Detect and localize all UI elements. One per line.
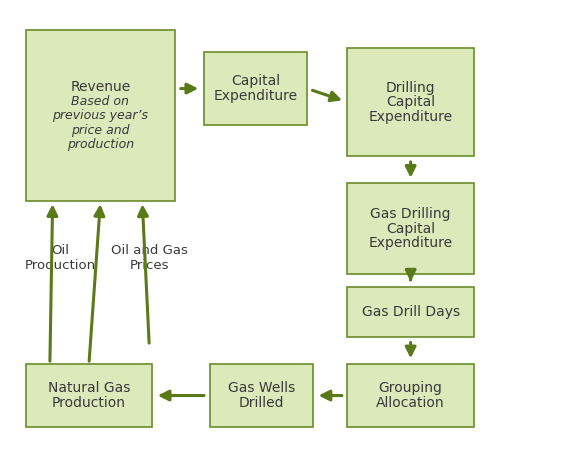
FancyBboxPatch shape (26, 30, 175, 202)
FancyBboxPatch shape (347, 48, 474, 156)
Text: Expenditure: Expenditure (368, 236, 453, 250)
Text: Based on: Based on (71, 95, 129, 108)
Text: price and: price and (71, 123, 130, 137)
Text: Revenue: Revenue (70, 80, 130, 94)
Text: Gas Drilling: Gas Drilling (371, 207, 451, 221)
Text: Expenditure: Expenditure (213, 89, 298, 103)
FancyBboxPatch shape (347, 183, 474, 274)
Text: Gas Wells: Gas Wells (228, 381, 295, 395)
Text: Capital: Capital (386, 95, 435, 109)
Text: Expenditure: Expenditure (368, 110, 453, 123)
Text: Gas Drill Days: Gas Drill Days (361, 305, 460, 319)
FancyBboxPatch shape (209, 364, 313, 427)
FancyBboxPatch shape (204, 53, 307, 125)
FancyBboxPatch shape (26, 364, 152, 427)
FancyBboxPatch shape (347, 287, 474, 337)
Text: Oil
Production: Oil Production (25, 244, 96, 272)
Text: production: production (67, 138, 134, 151)
Text: Capital: Capital (231, 74, 280, 88)
Text: Oil and Gas
Prices: Oil and Gas Prices (111, 244, 188, 272)
Text: previous year’s: previous year’s (52, 109, 148, 122)
Text: Allocation: Allocation (376, 396, 445, 410)
Text: Drilled: Drilled (238, 396, 284, 410)
Text: Drilling: Drilling (386, 80, 436, 95)
Text: Capital: Capital (386, 222, 435, 235)
Text: Natural Gas: Natural Gas (48, 381, 130, 395)
FancyBboxPatch shape (347, 364, 474, 427)
Text: Production: Production (52, 396, 126, 410)
Text: Grouping: Grouping (379, 381, 443, 395)
